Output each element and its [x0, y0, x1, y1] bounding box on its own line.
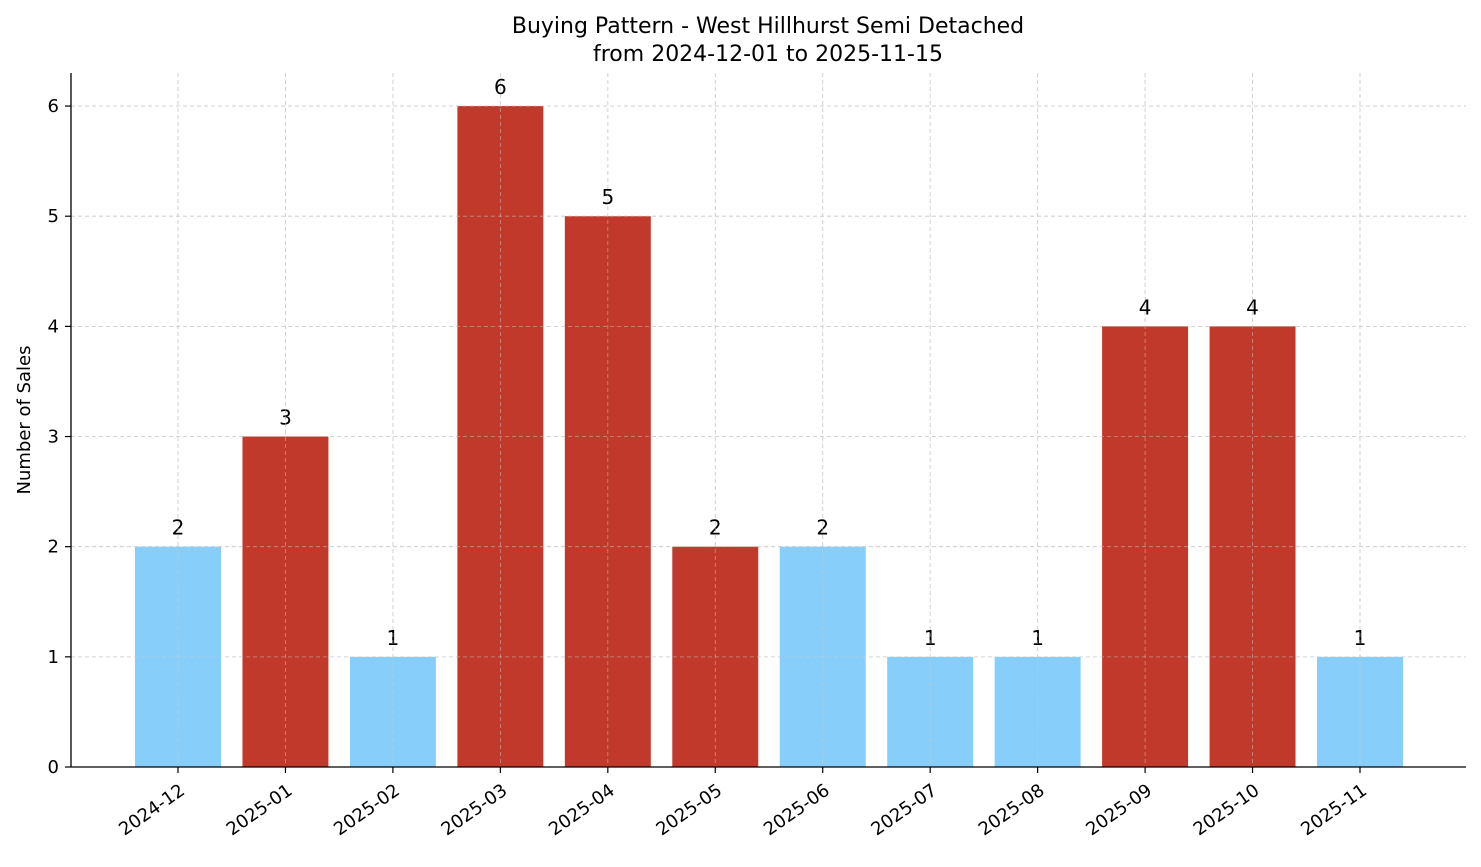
data-label-2025-07: 1: [924, 626, 937, 650]
x-tick-label: 2025-10: [1190, 780, 1264, 840]
y-tick-label: 2: [48, 537, 59, 558]
x-tick-label: 2024-12: [115, 780, 189, 840]
data-label-2025-06: 2: [816, 516, 829, 540]
data-label-2025-05: 2: [709, 516, 722, 540]
x-tick-label: 2025-06: [760, 780, 834, 840]
y-tick-label: 5: [48, 206, 59, 227]
chart-subtitle: from 2024-12-01 to 2025-11-15: [593, 42, 943, 67]
x-tick-label: 2025-05: [652, 780, 726, 840]
y-axis-label: Number of Sales: [14, 345, 35, 494]
chart-title: Buying Pattern - West Hillhurst Semi Det…: [512, 14, 1024, 39]
x-tick-label: 2025-09: [1082, 780, 1156, 840]
y-tick-label: 6: [48, 96, 59, 117]
x-tick-label: 2025-01: [223, 780, 297, 840]
y-tick-label: 4: [48, 316, 59, 337]
y-tick-label: 3: [48, 427, 59, 448]
y-tick-label: 0: [48, 757, 59, 778]
x-tick-label: 2025-07: [867, 780, 941, 840]
data-label-2025-04: 5: [601, 185, 614, 209]
x-tick-label: 2025-08: [975, 780, 1049, 840]
x-tick-label: 2025-11: [1297, 780, 1371, 840]
x-axis-ticks: 2024-12 2025-01 2025-02 2025-03 2025-04 2025-…: [115, 767, 1371, 840]
data-label-2025-02: 1: [387, 626, 400, 650]
data-label-2024-12: 2: [172, 516, 185, 540]
y-axis-ticks: 0 1 2 3 4 5 6: [48, 96, 71, 778]
bar-2025-10: [1209, 326, 1296, 767]
x-tick-label: 2025-02: [330, 780, 404, 840]
x-tick-label: 2025-04: [545, 780, 619, 840]
data-label-2025-08: 1: [1031, 626, 1044, 650]
x-tick-label: 2025-03: [438, 780, 512, 840]
data-label-2025-11: 1: [1354, 626, 1367, 650]
y-tick-label: 1: [48, 647, 59, 668]
